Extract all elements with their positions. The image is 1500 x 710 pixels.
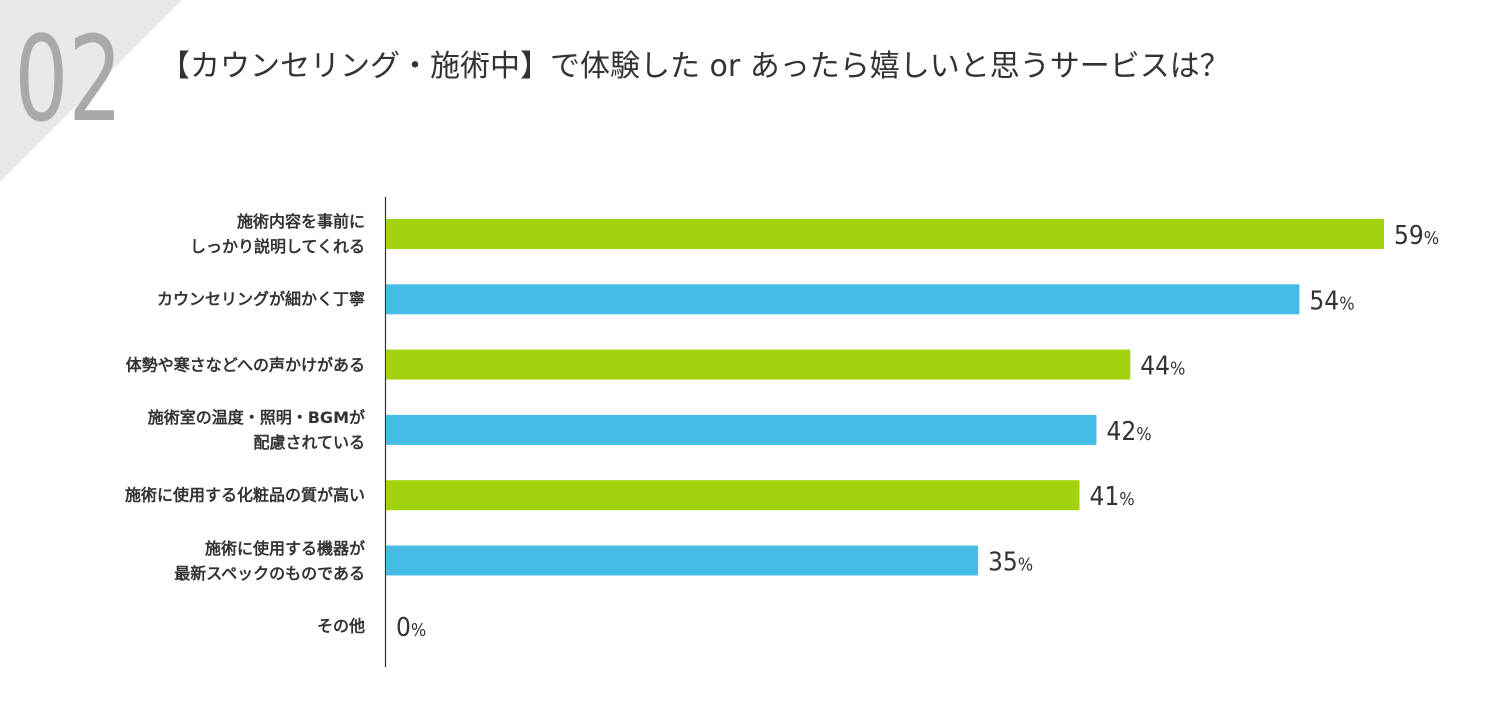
value-label: 41% bbox=[1090, 482, 1135, 512]
category-label: 施術内容を事前に しっかり説明してくれる bbox=[189, 212, 365, 256]
section-number: 02 bbox=[14, 12, 122, 149]
bar bbox=[386, 349, 1131, 380]
category-label: 施術に使用する機器が 最新スペックのものである bbox=[174, 538, 365, 583]
bar bbox=[386, 545, 979, 576]
bar bbox=[386, 219, 1384, 249]
category-label: カウンセリングが細かく丁寧 bbox=[156, 289, 365, 309]
value-label: 54% bbox=[1309, 286, 1354, 316]
category-label: 施術に使用する化粧品の質が高い bbox=[124, 485, 365, 505]
value-label: 35% bbox=[988, 548, 1033, 578]
chart-title: 【カウンセリング・施術中】で体験した or あったら嬉しいと思うサービスは？ bbox=[160, 49, 1230, 84]
value-label: 0% bbox=[396, 613, 426, 643]
category-label: 体勢や寒さなどへの声かけがある bbox=[125, 355, 365, 375]
value-label: 59% bbox=[1394, 221, 1439, 251]
category-label: 施術室の温度・照明・BGMが 配慮されている bbox=[147, 407, 365, 452]
bar bbox=[386, 480, 1080, 511]
category-label: その他 bbox=[316, 616, 365, 636]
value-label: 44% bbox=[1140, 352, 1185, 382]
bar bbox=[386, 414, 1097, 445]
bar bbox=[386, 284, 1300, 315]
corner-triangle bbox=[0, 0, 182, 182]
value-label: 42% bbox=[1106, 417, 1151, 447]
